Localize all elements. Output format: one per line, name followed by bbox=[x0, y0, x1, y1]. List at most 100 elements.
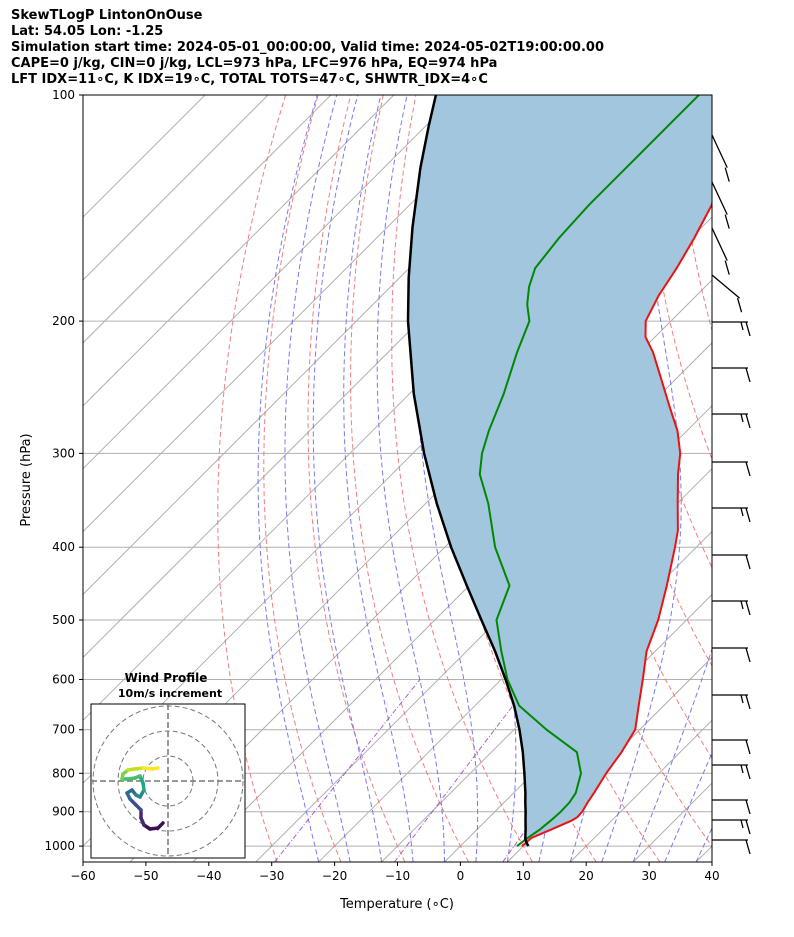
wind-barb-flag bbox=[724, 260, 730, 275]
hodograph-title: Wind Profile bbox=[125, 671, 208, 685]
wind-barb bbox=[712, 321, 751, 337]
x-tick-label: −50 bbox=[133, 869, 158, 883]
wind-barb-staff bbox=[711, 134, 728, 168]
y-tick-label: 200 bbox=[52, 314, 75, 328]
y-tick-label: 500 bbox=[52, 613, 75, 627]
wind-barb-flag bbox=[740, 764, 744, 774]
wind-barb bbox=[712, 739, 751, 755]
dry-adiabat bbox=[708, 95, 712, 135]
station-location: Lat: 54.05 Lon: -1.25 bbox=[11, 24, 164, 39]
wind-barb bbox=[712, 819, 751, 835]
x-tick-label: 0 bbox=[457, 869, 465, 883]
wind-barb-flag bbox=[724, 214, 730, 229]
wind-barb-flag bbox=[745, 799, 751, 815]
dry-adiabat bbox=[391, 95, 533, 862]
isotherm-gridline bbox=[318, 467, 712, 862]
wind-barbs bbox=[711, 134, 751, 855]
stability-indices: LFT IDX=11∘C, K IDX=19∘C, TOTAL TOTS=47∘… bbox=[11, 72, 488, 87]
x-tick-label: 10 bbox=[516, 869, 531, 883]
moist-adiabat bbox=[257, 95, 320, 862]
parcel-path-line bbox=[406, 95, 530, 847]
wind-barb-flag bbox=[740, 321, 744, 331]
isotherm-gridline bbox=[83, 95, 332, 344]
moist-adiabat bbox=[632, 647, 712, 862]
y-tick-label: 1000 bbox=[44, 839, 75, 853]
wind-barb-flag bbox=[745, 507, 751, 523]
isotherm-gridline bbox=[507, 656, 712, 862]
hodograph-segment bbox=[150, 766, 160, 771]
moist-adiabat bbox=[312, 95, 383, 862]
wind-barb-flag bbox=[745, 554, 751, 570]
moist-adiabat bbox=[695, 826, 712, 862]
wind-barb bbox=[712, 647, 751, 663]
wind-barb bbox=[712, 799, 751, 815]
y-tick-label: 600 bbox=[52, 672, 75, 686]
wind-barb bbox=[712, 839, 751, 855]
wind-barb-staff bbox=[711, 181, 728, 215]
y-tick-label: 700 bbox=[52, 723, 75, 737]
isotherm-gridline bbox=[695, 845, 712, 862]
wind-barb bbox=[712, 554, 751, 570]
wind-barb-flag bbox=[745, 739, 751, 755]
wind-barb-flag bbox=[745, 461, 751, 477]
wind-barb-staff bbox=[711, 274, 740, 299]
hodograph-plot bbox=[91, 704, 245, 858]
wind-barb-flag bbox=[745, 819, 751, 835]
dry-adiabat bbox=[774, 95, 794, 862]
cin-shaded-area bbox=[408, 95, 712, 847]
y-tick-label: 300 bbox=[52, 446, 75, 460]
wind-barb bbox=[711, 274, 743, 313]
x-tick-label: −40 bbox=[196, 869, 221, 883]
wind-barb-flag bbox=[745, 694, 751, 710]
x-tick-label: −60 bbox=[70, 869, 95, 883]
wind-barb bbox=[711, 227, 730, 275]
mixing-ratio-line bbox=[394, 679, 534, 862]
wind-barb-flag bbox=[740, 694, 744, 704]
wind-barb bbox=[712, 600, 751, 616]
moist-adiabat bbox=[284, 95, 351, 862]
wind-barb-flag bbox=[740, 600, 744, 610]
chart-title: SkewTLogP LintonOnOuse bbox=[11, 8, 203, 23]
wind-barb-flag bbox=[745, 839, 751, 855]
convective-parameters: CAPE=0 j/kg, CIN=0 j/kg, LCL=973 hPa, LF… bbox=[11, 56, 498, 71]
dry-adiabat bbox=[643, 95, 712, 461]
x-tick-label: 30 bbox=[641, 869, 656, 883]
chart-header: SkewTLogP LintonOnOuse Lat: 54.05 Lon: -… bbox=[11, 8, 604, 88]
moist-adiabat bbox=[343, 95, 414, 862]
wind-barb bbox=[712, 507, 751, 523]
wind-barb bbox=[712, 461, 751, 477]
dry-adiabat bbox=[263, 95, 342, 862]
y-tick-label: 800 bbox=[52, 766, 75, 780]
x-axis-label: Temperature (∘C) bbox=[339, 897, 454, 912]
x-tick-label: −30 bbox=[259, 869, 284, 883]
wind-barb-flag bbox=[740, 819, 744, 829]
wind-barb bbox=[711, 134, 730, 182]
mixing-ratio-line bbox=[274, 679, 421, 862]
wind-barb bbox=[712, 413, 751, 429]
dewpoint-line bbox=[478, 95, 700, 847]
isotherm-gridline bbox=[83, 95, 395, 407]
wind-barb bbox=[712, 694, 751, 710]
y-tick-label: 400 bbox=[52, 540, 75, 554]
isotherm-gridline bbox=[381, 530, 712, 862]
wind-barb bbox=[712, 764, 751, 780]
isotherm-gridline bbox=[83, 95, 269, 281]
dry-adiabat bbox=[307, 95, 406, 862]
dry-adiabat bbox=[217, 95, 287, 862]
x-tick-label: 20 bbox=[579, 869, 594, 883]
dry-adiabat bbox=[350, 95, 470, 862]
wind-barb-flag bbox=[745, 647, 751, 663]
wind-barb-flag bbox=[740, 507, 744, 517]
y-tick-label: 900 bbox=[52, 805, 75, 819]
wind-barb bbox=[712, 367, 751, 383]
moist-adiabat bbox=[664, 751, 712, 862]
x-tick-label: −20 bbox=[322, 869, 347, 883]
wind-barb-staff bbox=[711, 227, 728, 261]
y-tick-label: 100 bbox=[52, 88, 75, 102]
wind-barb-flag bbox=[745, 764, 751, 780]
moist-adiabat bbox=[601, 95, 682, 862]
wind-barb-flag bbox=[724, 167, 730, 182]
wind-barb-flag bbox=[740, 413, 744, 423]
wind-barb-flag bbox=[745, 367, 751, 383]
wind-barb-flag bbox=[745, 321, 751, 337]
